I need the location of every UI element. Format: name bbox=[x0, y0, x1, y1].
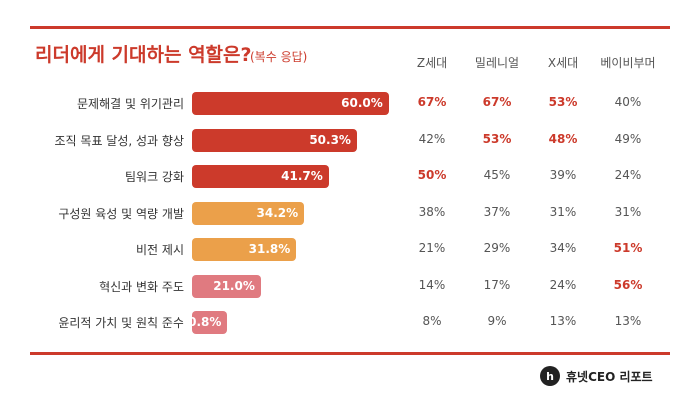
bar-value-label: 41.7% bbox=[281, 169, 323, 183]
bar bbox=[192, 165, 329, 188]
huneed-logo-icon: h bbox=[540, 366, 560, 386]
category-label: 혁신과 변화 주도 bbox=[99, 279, 184, 294]
bar bbox=[192, 311, 228, 334]
table-cell: 42% bbox=[418, 131, 446, 146]
table-cell: 31% bbox=[549, 204, 577, 219]
table-cell: 50% bbox=[417, 168, 447, 182]
table-cell: 24% bbox=[614, 168, 642, 182]
category-label: 조직 목표 달성, 성과 향상 bbox=[54, 133, 184, 148]
table-cell: 45% bbox=[483, 168, 511, 182]
table-cell: 38% bbox=[418, 204, 446, 219]
table-cell: 53% bbox=[548, 95, 578, 109]
table-cell: 67% bbox=[482, 95, 512, 109]
chart-subtitle: (복수 응답) bbox=[250, 50, 308, 64]
bar bbox=[192, 92, 389, 115]
bar-value-label: 10.8% bbox=[179, 315, 222, 329]
column-header: Z세대 bbox=[416, 56, 448, 70]
table-cell: 34% bbox=[549, 241, 577, 255]
table-cell: 51% bbox=[613, 241, 643, 255]
table-cell: 48% bbox=[548, 131, 578, 146]
category-label: 팀워크 강화 bbox=[124, 170, 184, 184]
category-label: 윤리적 가치 및 원칙 준수 bbox=[58, 316, 184, 330]
bar bbox=[192, 274, 261, 298]
table-cell: 9% bbox=[487, 314, 507, 328]
table-cell: 56% bbox=[613, 277, 643, 292]
table-cell: 13% bbox=[614, 314, 642, 328]
bar-value-label: 60.0% bbox=[341, 96, 383, 110]
table-cell: 40% bbox=[614, 95, 642, 109]
category-label: 문제해결 및 위기관리 bbox=[77, 97, 184, 111]
column-header: 밀레니얼 bbox=[474, 56, 520, 70]
bar-value-label: 21.0% bbox=[213, 278, 255, 293]
category-label: 구성원 육성 및 역량 개발 bbox=[58, 206, 184, 221]
top-rule bbox=[30, 26, 670, 29]
table-cell: 39% bbox=[549, 168, 577, 182]
bar bbox=[192, 201, 305, 225]
table-cell: 29% bbox=[483, 241, 511, 255]
bottom-rule bbox=[30, 352, 670, 355]
table-cell: 13% bbox=[549, 314, 577, 328]
table-cell: 31% bbox=[614, 204, 642, 219]
table-cell: 24% bbox=[549, 277, 577, 292]
brand: h 휴넷CEO 리포트 bbox=[540, 365, 653, 387]
table-cell: 14% bbox=[418, 277, 446, 292]
table-cell: 37% bbox=[483, 204, 511, 219]
table-cell: 53% bbox=[482, 131, 512, 146]
bar bbox=[192, 238, 297, 261]
table-cell: 17% bbox=[483, 277, 511, 292]
bar-value-label: 31.8% bbox=[248, 242, 291, 256]
table-cell: 49% bbox=[614, 131, 642, 146]
column-header: 베이비부머 bbox=[600, 56, 656, 70]
bar bbox=[192, 128, 357, 152]
table-cell: 67% bbox=[417, 95, 447, 109]
table-cell: 8% bbox=[422, 314, 442, 328]
bar-value-label: 50.3% bbox=[309, 132, 351, 147]
bar-value-label: 34.2% bbox=[256, 205, 299, 220]
brand-name: 휴넷CEO 리포트 bbox=[566, 369, 653, 384]
column-header: X세대 bbox=[547, 56, 579, 70]
table-cell: 21% bbox=[418, 241, 446, 255]
chart-title: 리더에게 기대하는 역할은? bbox=[35, 44, 252, 66]
category-label: 비전 제시 bbox=[136, 243, 184, 257]
